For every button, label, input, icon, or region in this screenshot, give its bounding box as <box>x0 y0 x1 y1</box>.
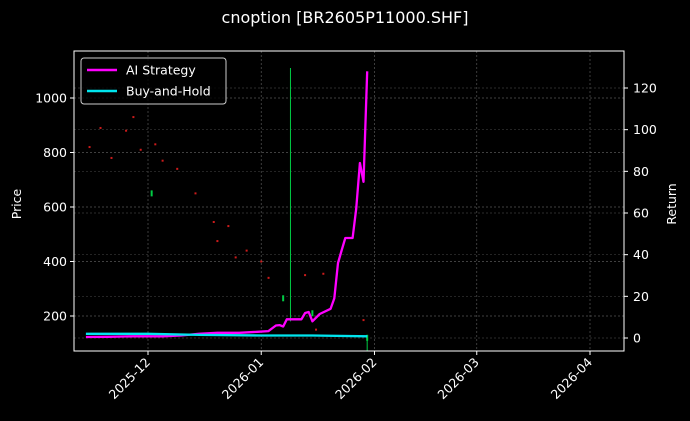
sell-marker <box>99 126 102 129</box>
sell-marker <box>176 167 179 170</box>
y-right-tick-label: 0 <box>633 331 641 346</box>
sell-marker <box>216 240 219 243</box>
sell-marker <box>110 156 113 159</box>
x-tick-label: 2026-01 <box>219 355 267 403</box>
sell-marker <box>322 272 325 275</box>
chart-title: cnoption [BR2605P11000.SHF] <box>221 8 469 27</box>
y-left-tick-label: 1000 <box>35 91 67 106</box>
x-tick-label: 2026-04 <box>548 354 596 402</box>
sell-marker <box>161 159 164 162</box>
x-tick-label: 2025-12 <box>106 355 154 403</box>
ai-strategy-line <box>85 71 369 339</box>
y-right-tick-label: 100 <box>633 122 657 137</box>
y-left-axis-label: Price <box>9 188 24 219</box>
y-right-tick-label: 120 <box>633 81 657 96</box>
x-tick-label: 2026-02 <box>332 355 380 403</box>
y-left-tick-label: 400 <box>43 254 67 269</box>
sell-marker <box>194 192 197 195</box>
sell-marker <box>212 220 215 223</box>
legend-label: Buy-and-Hold <box>126 84 211 99</box>
y-right-tick-label: 60 <box>633 206 649 221</box>
sell-marker <box>234 256 237 259</box>
legend: AI Strategy Buy-and-Hold <box>80 57 227 105</box>
sell-marker <box>132 116 135 119</box>
y-left-tick-label: 200 <box>43 309 67 324</box>
sell-marker <box>362 319 365 322</box>
sell-marker <box>154 143 157 146</box>
x-tick-label: 2026-03 <box>434 355 482 403</box>
sell-marker <box>260 260 263 263</box>
sell-marker <box>267 276 270 279</box>
y-axis-left: 200 400 600 800 1000 Price <box>9 91 74 324</box>
buy-marker <box>366 334 369 341</box>
y-left-tick-label: 800 <box>43 145 67 160</box>
y-right-tick-label: 80 <box>633 164 649 179</box>
sell-marker <box>227 225 230 228</box>
buy-marker <box>150 190 153 197</box>
y-right-tick-label: 20 <box>633 289 649 304</box>
sell-marker <box>315 328 318 331</box>
buy-marker <box>282 295 285 302</box>
trade-markers <box>88 68 369 351</box>
y-right-axis-label: Return <box>664 183 679 224</box>
sell-marker <box>139 148 142 151</box>
x-axis: 2025-12 2026-01 2026-02 2026-03 2026-04 <box>106 351 596 403</box>
sell-marker <box>125 129 128 132</box>
y-right-tick-label: 40 <box>633 247 649 262</box>
plot-frame <box>73 50 625 352</box>
sell-marker <box>245 249 248 252</box>
y-axis-right: 0 20 40 60 80 100 120 Return <box>624 81 679 346</box>
buy-marker <box>311 310 314 317</box>
legend-box <box>80 57 227 105</box>
sell-marker <box>88 146 91 149</box>
legend-label: AI Strategy <box>126 63 196 78</box>
y-left-tick-label: 600 <box>43 200 67 215</box>
sell-marker <box>304 274 307 277</box>
grid <box>74 51 624 351</box>
buy-and-hold-line <box>85 332 368 338</box>
